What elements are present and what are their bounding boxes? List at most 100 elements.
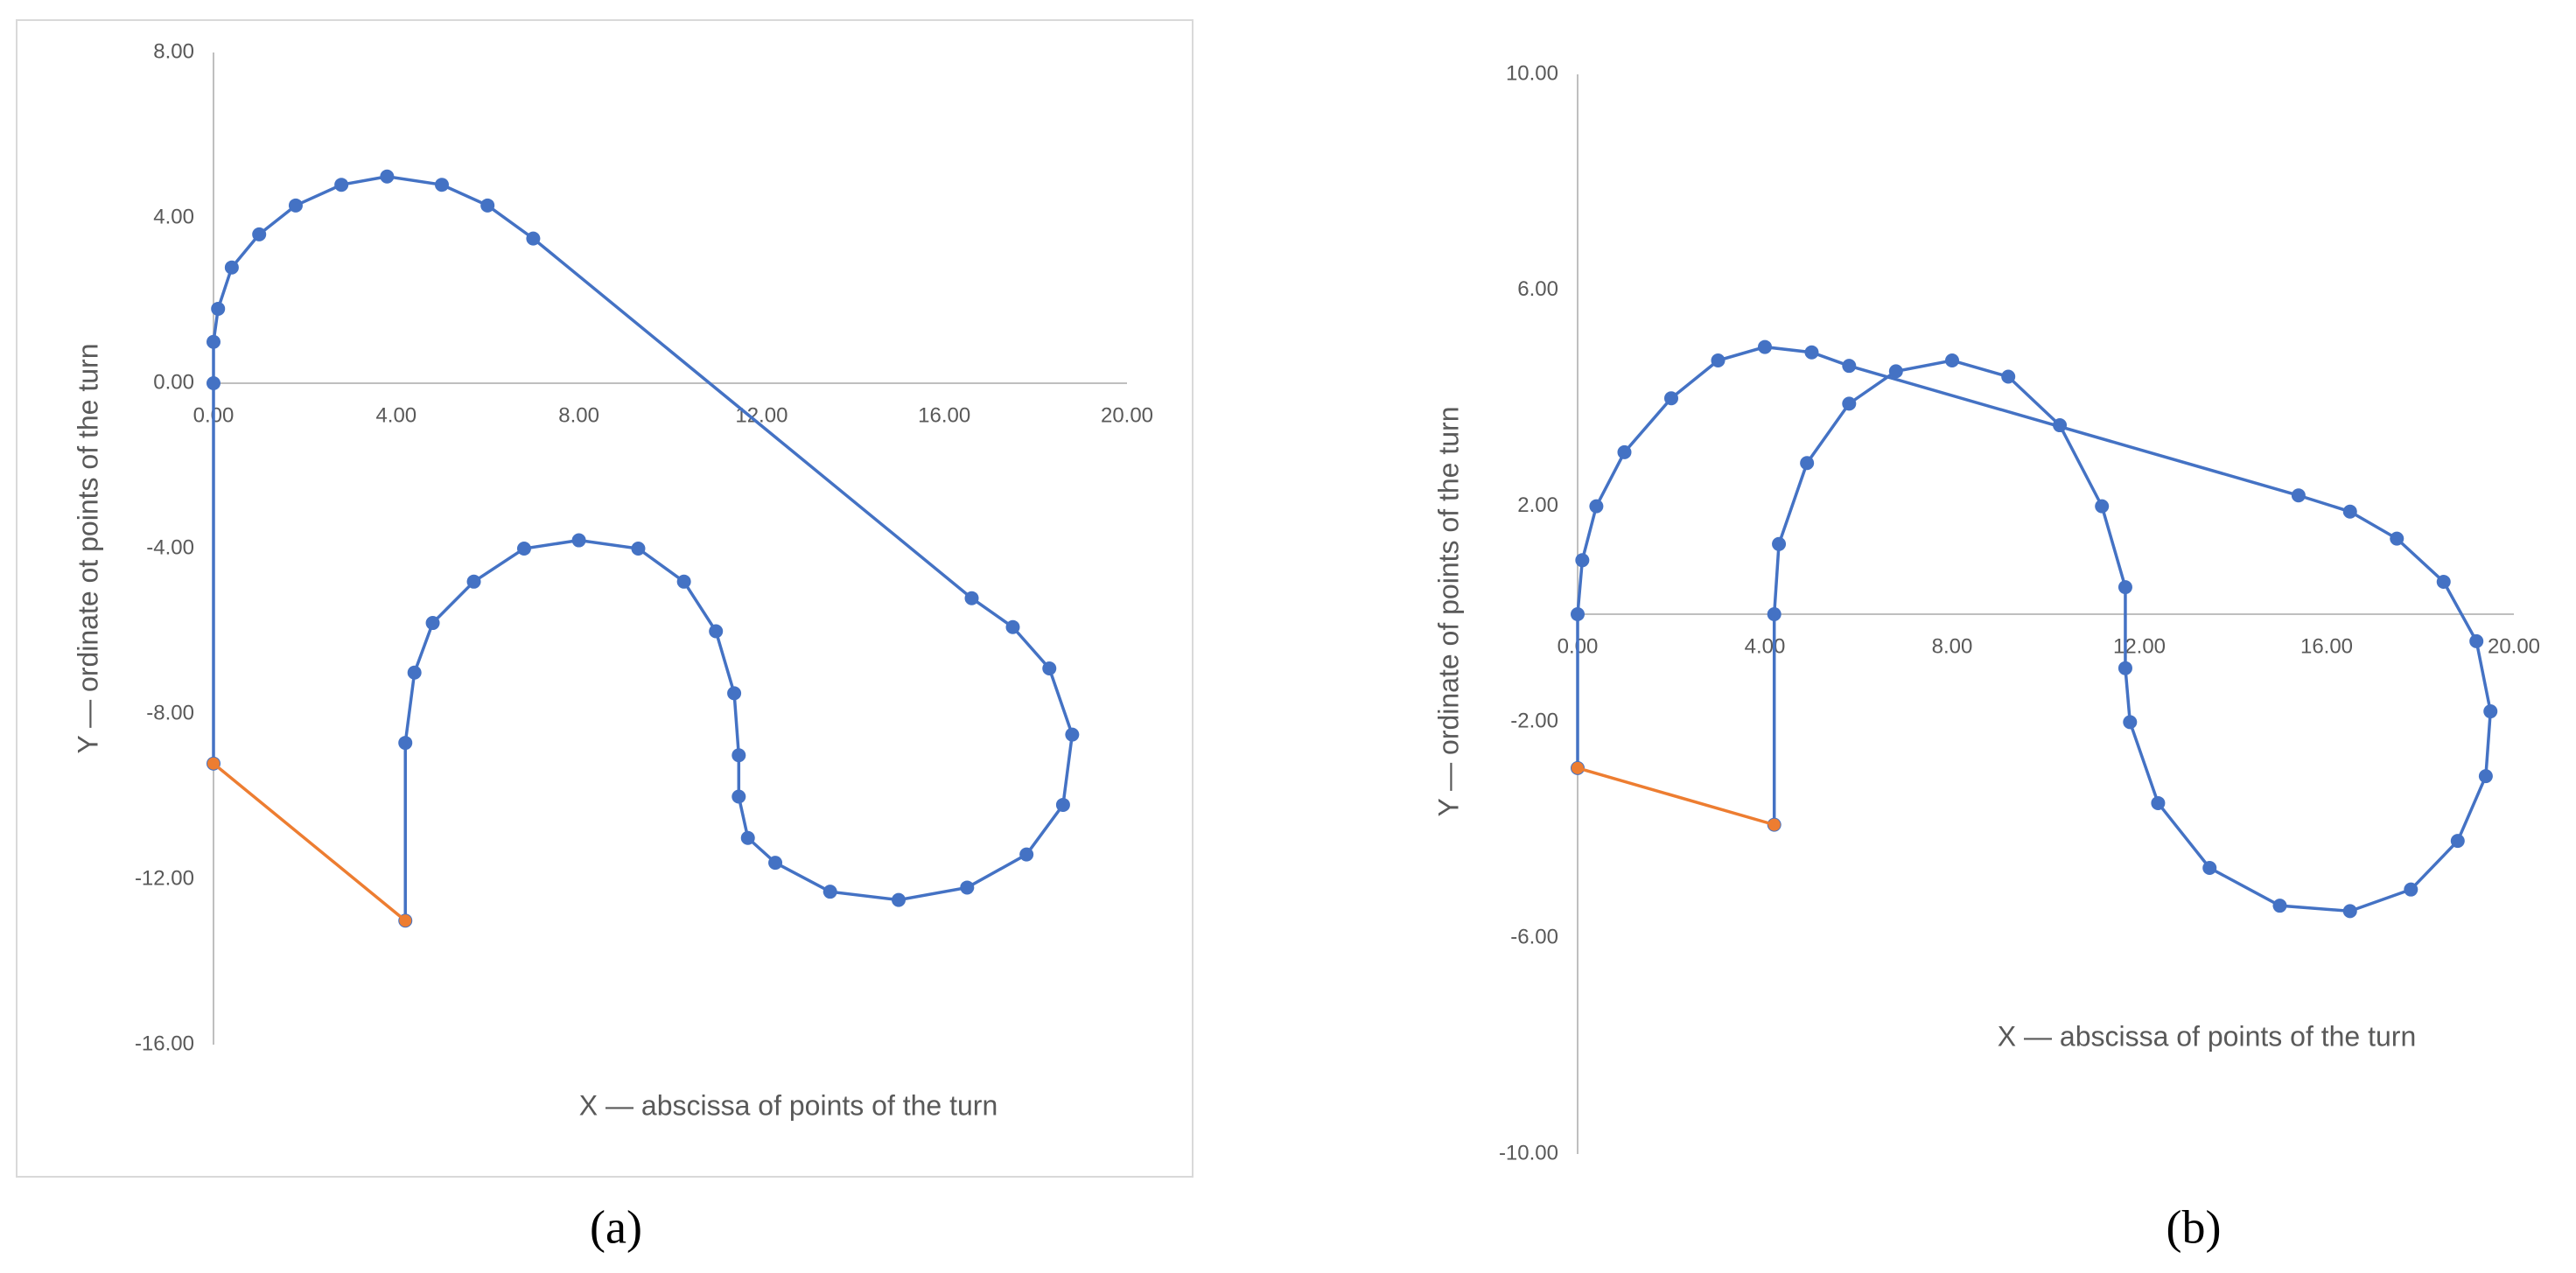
caption: (b) (2166, 1200, 2222, 1253)
y-axis-title: Y — ordinate of points of the turn (1432, 406, 1464, 816)
x-tick-label: 4.00 (1745, 634, 1786, 658)
x-tick-label: 20.00 (2488, 634, 2540, 658)
x-axis-title: X — abscissa of points of the turn (1998, 1020, 2416, 1052)
point (1065, 727, 1080, 742)
y-tick-label: -12.00 (135, 866, 194, 890)
point (1888, 364, 1903, 379)
point (1617, 444, 1632, 459)
x-tick-label: 16.00 (2300, 634, 2353, 658)
point (206, 334, 220, 349)
point (2291, 488, 2306, 503)
point (732, 748, 746, 763)
point (252, 227, 267, 241)
point (526, 231, 541, 246)
point (1758, 339, 1772, 354)
point (571, 533, 586, 548)
point (1005, 619, 1020, 634)
point (2478, 769, 2493, 784)
point (2095, 499, 2110, 514)
point (960, 880, 975, 895)
point (288, 198, 303, 213)
point (2151, 795, 2166, 810)
point (380, 169, 395, 184)
point (1772, 536, 1787, 551)
point (2123, 715, 2138, 730)
y-tick-label: -16.00 (135, 1032, 194, 1055)
y-tick-label: -4.00 (146, 535, 194, 559)
y-tick-label: -10.00 (1499, 1141, 1558, 1165)
series-line (1577, 766, 1775, 827)
point (2272, 899, 2287, 913)
caption: (a) (590, 1200, 642, 1253)
point (2342, 504, 2357, 519)
y-tick-label: 8.00 (153, 39, 194, 63)
point (206, 376, 220, 390)
point (2469, 633, 2484, 648)
point (1842, 359, 1857, 374)
x-tick-label: 12.00 (2113, 634, 2166, 658)
point (398, 736, 413, 751)
point (1575, 553, 1590, 568)
y-axis-title: Y — ordinate ot points of the turn (72, 343, 103, 753)
point (2450, 834, 2465, 849)
point (631, 542, 646, 556)
point (709, 624, 724, 639)
point (2342, 904, 2357, 919)
point (334, 178, 349, 192)
x-tick-label: 8.00 (1932, 634, 1973, 658)
point (1804, 345, 1819, 360)
point (2118, 661, 2132, 675)
series-line (212, 174, 1074, 921)
point (2436, 574, 2451, 589)
point (2118, 580, 2132, 595)
y-tick-label: 0.00 (153, 370, 194, 394)
y-tick-label: 6.00 (1517, 277, 1558, 301)
point (1055, 797, 1070, 812)
point (1768, 818, 1781, 831)
point (2404, 882, 2418, 897)
point (822, 885, 837, 899)
point (1767, 607, 1782, 621)
x-tick-label: 12.00 (735, 403, 788, 427)
point (892, 892, 906, 907)
point (2390, 531, 2404, 546)
point (1571, 607, 1585, 621)
point (2483, 704, 2498, 719)
point (1042, 661, 1057, 676)
point (224, 260, 239, 275)
x-axis-title: X — abscissa of points of the turn (579, 1089, 998, 1121)
point (1800, 456, 1815, 471)
x-tick-label: 4.00 (375, 403, 416, 427)
point (480, 198, 495, 213)
point (964, 591, 979, 605)
point (2001, 369, 2016, 384)
point (516, 542, 531, 556)
point (211, 301, 226, 316)
point (727, 686, 742, 701)
x-tick-label: 20.00 (1101, 403, 1153, 427)
y-tick-label: 2.00 (1517, 493, 1558, 517)
y-tick-label: -6.00 (1510, 926, 1558, 949)
x-tick-label: 8.00 (558, 403, 599, 427)
point (1945, 353, 1959, 368)
point (399, 914, 412, 927)
point (466, 574, 481, 589)
point (1019, 847, 1034, 862)
point (732, 789, 746, 804)
point (407, 665, 422, 680)
point (1572, 761, 1584, 774)
point (425, 616, 440, 631)
x-tick-label: 16.00 (918, 403, 970, 427)
point (1664, 391, 1678, 406)
point (435, 178, 449, 192)
point (1589, 499, 1604, 514)
y-tick-label: 10.00 (1506, 61, 1558, 85)
series-line (212, 762, 407, 922)
point (768, 856, 783, 871)
y-tick-label: 4.00 (153, 205, 194, 228)
point (2053, 418, 2068, 433)
point (2202, 860, 2217, 875)
point (676, 574, 691, 589)
chart-frame (16, 19, 1194, 1178)
point (207, 757, 220, 770)
